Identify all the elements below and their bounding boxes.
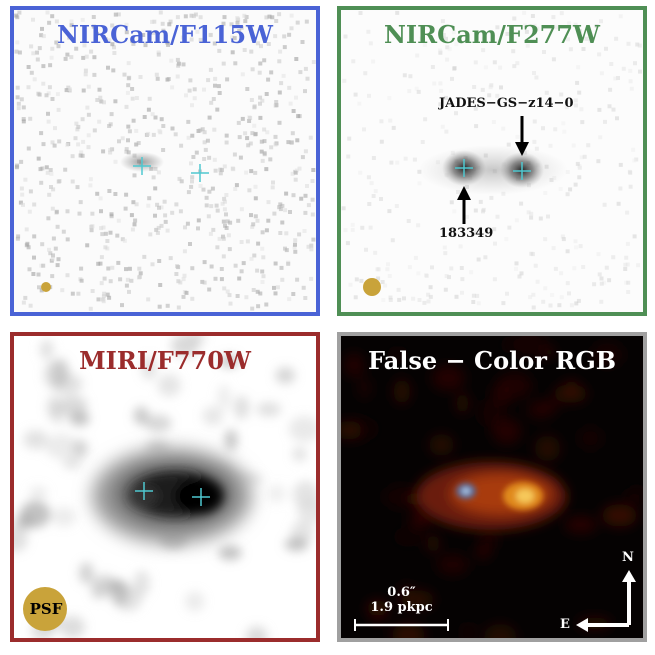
panel-nircam-f277w: NIRCam/F277W JADES−GS−z14−0 183349	[337, 6, 647, 316]
psf-icon	[41, 282, 51, 292]
marker-cross	[135, 482, 153, 500]
target-label: JADES−GS−z14−0	[439, 96, 574, 111]
f277w-image	[341, 10, 643, 312]
compass-north-label: N	[622, 550, 634, 565]
psf-icon	[23, 587, 67, 631]
neighbor-label: 183349	[439, 226, 494, 241]
f770w-image	[14, 336, 316, 638]
panel-title: NIRCam/F277W	[383, 20, 600, 49]
arrow-up-icon	[457, 186, 471, 224]
scale-arcsec-label: 0.6″	[387, 585, 416, 600]
panel-title: NIRCam/F115W	[56, 20, 273, 49]
scale-bar	[354, 619, 449, 631]
compass-icon	[576, 570, 636, 632]
marker-cross	[192, 488, 210, 506]
marker-cross	[191, 164, 209, 182]
arrow-down-icon	[515, 116, 529, 156]
f115w-image	[14, 10, 316, 312]
scale-kpc-label: 1.9 pkpc	[370, 600, 433, 615]
panel-title: MIRI/F770W	[79, 346, 251, 375]
panel-title: False − Color RGB	[368, 346, 616, 375]
compass-east-label: E	[560, 617, 570, 632]
panel-nircam-f115w: NIRCam/F115W	[10, 6, 320, 316]
marker-cross	[455, 159, 473, 177]
psf-icon	[363, 278, 381, 296]
panel-false-color-rgb: False − Color RGB 0.6″ 1.9 pkpc N E	[337, 332, 647, 642]
psf-label: PSF	[29, 600, 63, 618]
rgb-image	[341, 336, 643, 638]
panel-miri-f770w: MIRI/F770W PSF	[10, 332, 320, 642]
marker-cross	[513, 162, 531, 180]
marker-cross	[133, 157, 151, 175]
